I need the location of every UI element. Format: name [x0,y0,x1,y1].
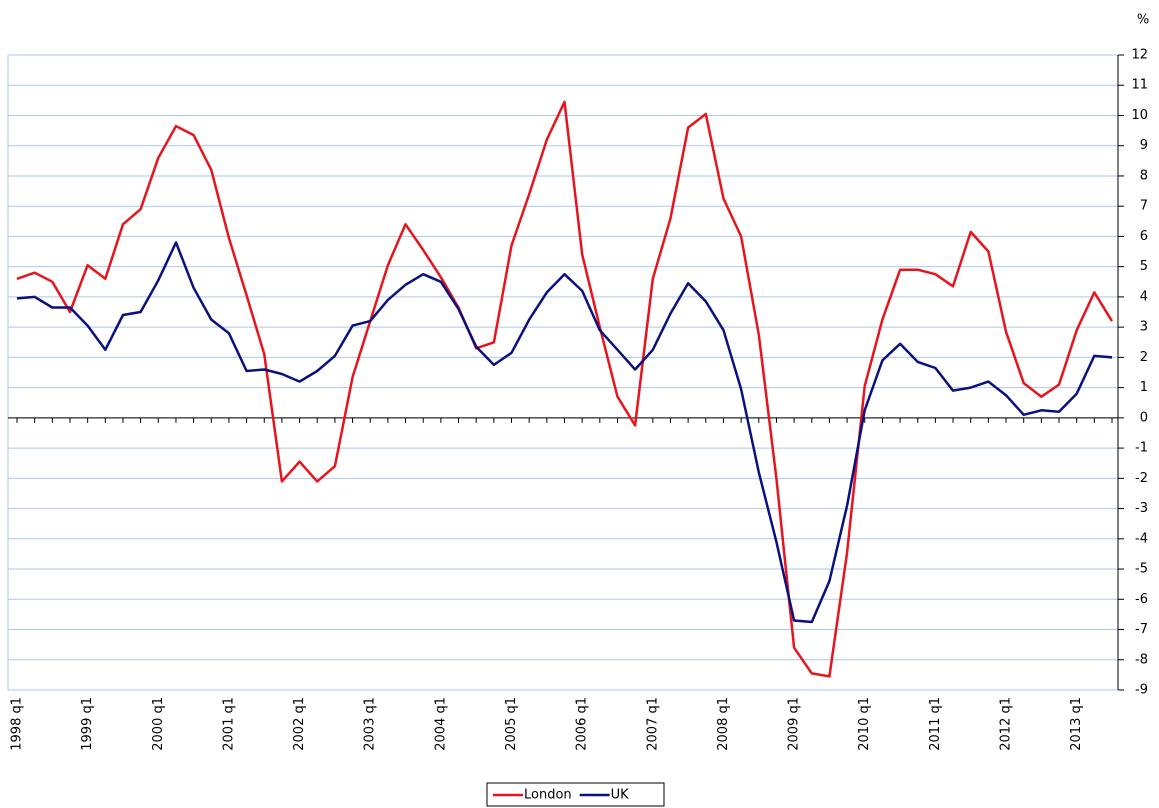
x-tick-label: 2004 q1 [433,697,448,751]
x-tick-label: 2006 q1 [575,697,590,751]
x-tick-label: 2001 q1 [221,697,236,751]
x-tick-label: 2010 q1 [857,697,872,751]
y-tick-label: -9 [1135,683,1148,698]
legend-label: London [524,788,572,803]
series-line [16,100,1114,678]
x-tick-label: 2012 q1 [999,697,1014,751]
x-tick-label: 2009 q1 [787,697,802,751]
y-tick-label: 5 [1140,259,1148,274]
y-unit: % [1137,13,1149,28]
y-tick-label: 12 [1131,48,1148,63]
y-tick-label: 2 [1140,350,1148,365]
plot-border [7,54,1119,691]
y-tick-label: 8 [1140,168,1148,183]
y-tick-label: -5 [1135,562,1148,577]
y-tick-label: 9 [1140,138,1148,153]
series-line [16,241,1113,624]
legend-label: UK [611,788,630,803]
x-tick-label: 2011 q1 [928,697,943,751]
y-tick-label: 4 [1140,289,1148,304]
y-tick-label: -2 [1135,471,1148,486]
y-tick-label: -3 [1135,501,1148,516]
y-tick-label: 11 [1131,78,1148,93]
y-tick-label: -4 [1135,531,1148,546]
y-tick-label: -6 [1135,592,1148,607]
x-tick-label: 2005 q1 [504,697,519,751]
x-tick-label: 2003 q1 [363,697,378,751]
y-tick-label: 1 [1140,380,1148,395]
y-tick-label: 3 [1140,320,1148,335]
y-tick-label: 10 [1131,108,1148,123]
y-tick-label: 0 [1140,410,1148,425]
x-tick-label: 2013 q1 [1069,697,1084,751]
legend-box [486,782,665,807]
y-tick-label: -7 [1135,622,1148,637]
y-tick-label: -1 [1135,441,1148,456]
x-tick-label: 2000 q1 [151,697,166,751]
x-tick-label: 1999 q1 [80,697,95,751]
y-tick-label: -8 [1135,652,1148,667]
x-tick-label: 2008 q1 [716,697,731,751]
x-tick-label: 1998 q1 [10,697,25,751]
x-tick-label: 2002 q1 [292,697,307,751]
x-tick-label: 2007 q1 [645,697,660,751]
y-tick-label: 6 [1140,229,1148,244]
y-tick-label: 7 [1140,199,1148,214]
